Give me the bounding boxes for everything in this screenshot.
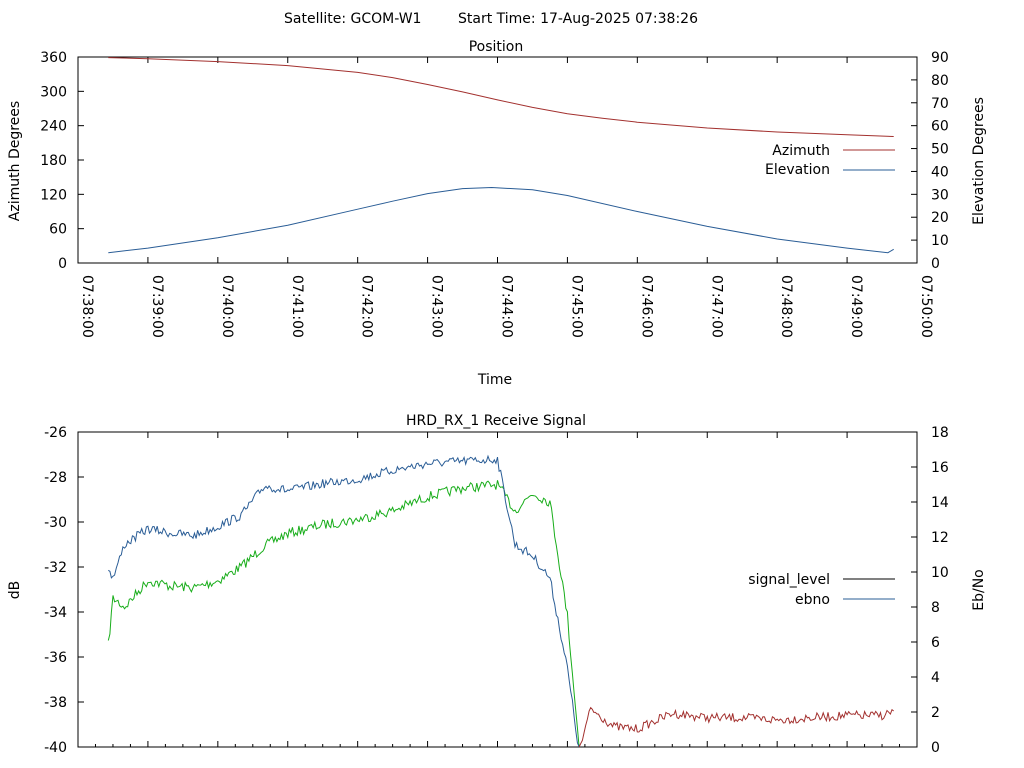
position-y2-tick-label: 60 [931, 119, 949, 135]
signal-y-tick-label: -34 [44, 605, 67, 621]
position-y2-tick-label: 50 [931, 142, 949, 158]
signal-y-tick-label: -30 [44, 515, 67, 531]
position-plot-frame [77, 56, 918, 264]
legend-elevation-label: Elevation [765, 162, 830, 178]
signal-series-signal-level-tail-line [578, 706, 895, 748]
position-x-tick-label: 07:49:00 [848, 275, 864, 338]
signal-y-tick-label: -28 [44, 470, 67, 486]
position-y2-axis-label: Elevation Degrees [971, 97, 987, 225]
position-y-tick-label: 120 [40, 187, 67, 203]
signal-y-tick-label: -32 [44, 560, 67, 576]
position-chart: Position 07:38:00 07:39:00 07:40:00 07:41:0… [7, 39, 987, 388]
position-x-tick-label: 07:44:00 [499, 275, 515, 338]
position-y-tick-label: 240 [40, 119, 67, 135]
position-y2-tick-label: 70 [931, 96, 949, 112]
start-time-label: Start Time: 17-Aug-2025 07:38:26 [458, 11, 698, 27]
legend-ebno-label: ebno [795, 592, 830, 608]
position-x-tick-label: 07:38:00 [79, 275, 95, 338]
position-legend: Azimuth Elevation [765, 143, 895, 178]
position-y2-tick-label: 10 [931, 233, 949, 249]
position-ticks: 07:38:00 07:39:00 07:40:00 07:41:00 07:42:00… [40, 50, 949, 338]
position-x-tick-label: 07:47:00 [708, 275, 724, 338]
signal-y-tick-label: -40 [44, 740, 67, 756]
satellite-label: Satellite: GCOM-W1 [284, 11, 421, 27]
signal-y2-tick-label: 2 [931, 705, 940, 721]
position-y2-tick-label: 30 [931, 187, 949, 203]
signal-y2-axis-label: Eb/No [971, 569, 987, 611]
position-x-tick-label: 07:45:00 [568, 275, 584, 338]
position-y-tick-label: 60 [49, 222, 67, 238]
position-chart-title: Position [469, 39, 524, 55]
signal-y-axis-label: dB [7, 581, 23, 600]
position-y-tick-label: 360 [40, 50, 67, 66]
signal-y2-tick-label: 12 [931, 530, 949, 546]
signal-legend: signal_level ebno [748, 572, 895, 608]
signal-y-tick-label: -38 [44, 695, 67, 711]
signal-ticks: -26 -28 -30 -32 -34 -36 -38 -40 0 2 4 6 8 10 12 14 16 18 [44, 425, 949, 756]
signal-y2-tick-label: 14 [931, 495, 949, 511]
position-x-tick-label: 07:43:00 [429, 275, 445, 338]
signal-y2-tick-label: 18 [931, 425, 949, 441]
signal-plot-frame [77, 431, 918, 748]
position-x-tick-label: 07:41:00 [289, 275, 305, 338]
position-y2-tick-label: 0 [931, 256, 940, 272]
legend-signal-level-label: signal_level [748, 572, 830, 588]
position-x-tick-label: 07:40:00 [219, 275, 235, 338]
signal-y2-tick-label: 0 [931, 740, 940, 756]
position-series-azimuth-line [108, 57, 894, 137]
signal-y2-tick-label: 10 [931, 565, 949, 581]
signal-y2-tick-label: 16 [931, 460, 949, 476]
signal-y2-tick-label: 8 [931, 600, 940, 616]
position-series-elevation-line [108, 186, 894, 254]
position-y2-tick-label: 40 [931, 164, 949, 180]
position-series [108, 57, 894, 254]
position-x-tick-label: 07:46:00 [638, 275, 654, 338]
signal-series-ebno-line [107, 480, 580, 748]
legend-azimuth-label: Azimuth [772, 143, 830, 159]
signal-y2-tick-label: 4 [931, 670, 940, 686]
position-x-tick-label: 07:48:00 [778, 275, 794, 338]
position-y-tick-label: 180 [40, 153, 67, 169]
signal-chart: HRD_RX_1 Receive Signal -26-28-30-32-34-… [7, 413, 987, 756]
signal-series-signal-level-line [108, 454, 580, 748]
position-y-tick-label: 300 [40, 84, 67, 100]
position-y2-tick-label: 90 [931, 50, 949, 66]
position-y2-tick-label: 20 [931, 210, 949, 226]
position-x-tick-label: 07:42:00 [359, 275, 375, 338]
position-x-tick-label: 07:50:00 [918, 275, 934, 338]
position-y-tick-label: 0 [58, 256, 67, 272]
position-x-axis-label: Time [477, 372, 512, 388]
position-x-tick-label: 07:39:00 [149, 275, 165, 338]
position-y2-tick-label: 80 [931, 73, 949, 89]
signal-y-tick-label: -36 [44, 650, 67, 666]
signal-y2-tick-label: 6 [931, 635, 940, 651]
signal-series [107, 454, 895, 748]
position-y-axis-label: Azimuth Degrees [7, 101, 23, 221]
signal-chart-title: HRD_RX_1 Receive Signal [406, 413, 586, 429]
signal-y-tick-label: -26 [44, 425, 67, 441]
